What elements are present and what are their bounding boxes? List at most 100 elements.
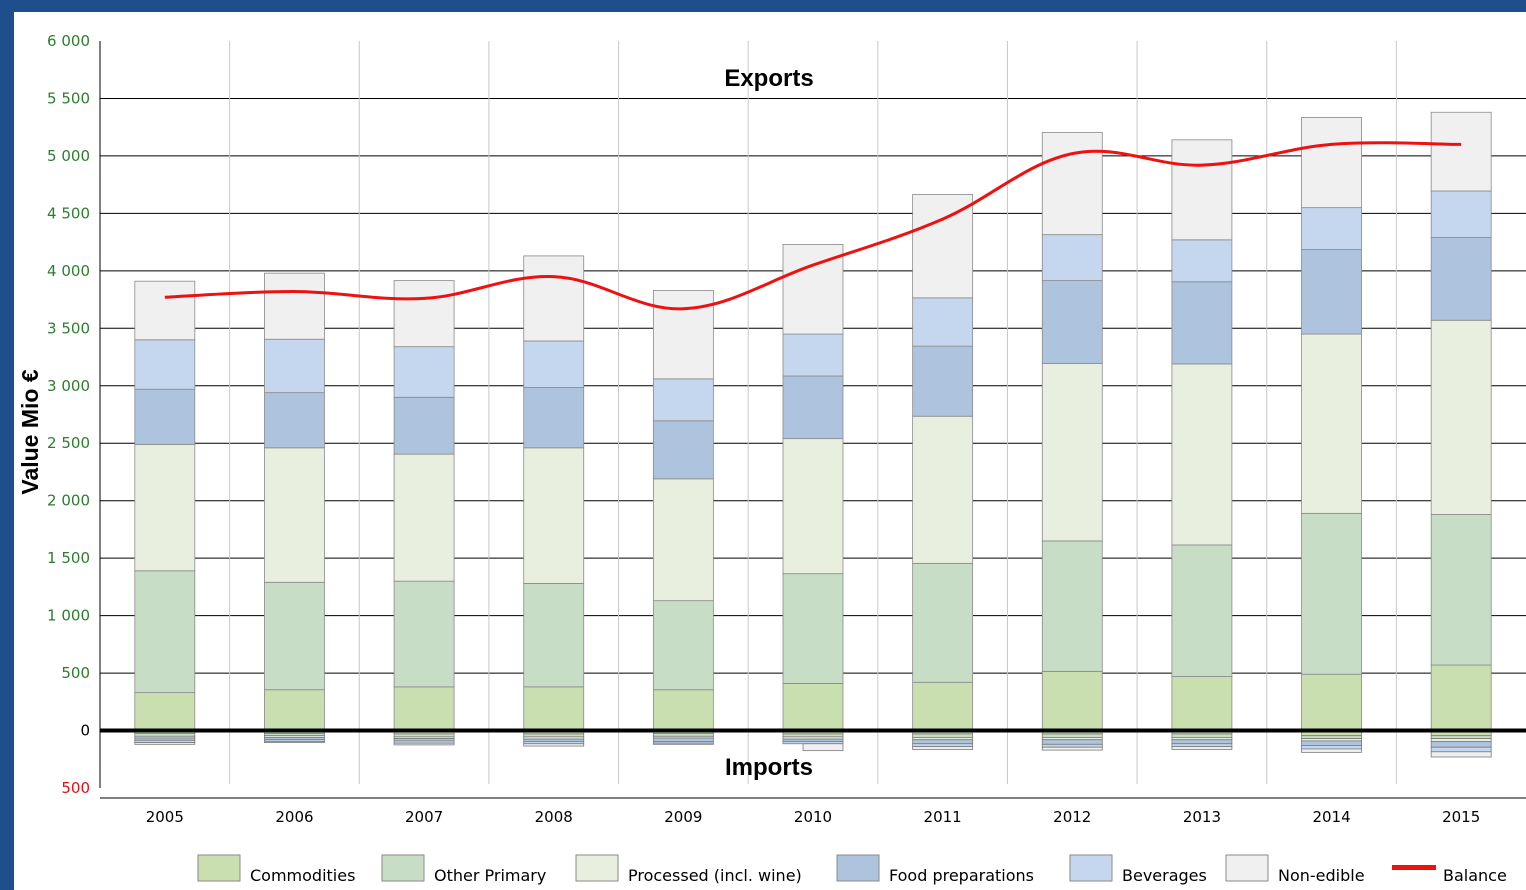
bar-segment-import xyxy=(1430,735,1492,739)
legend-swatch xyxy=(575,854,619,882)
y-tick-labels: 6 000 5 500 5 000 4 500 4 000 3 500 3 000 2 500… xyxy=(47,32,90,797)
bar-segment-import xyxy=(1301,735,1362,739)
bar-segment-import xyxy=(912,743,974,748)
bar-segment-export xyxy=(134,443,196,572)
bar-segment-export xyxy=(523,583,585,688)
bar-segment-export xyxy=(1301,207,1362,250)
bar-segment-export xyxy=(1041,234,1103,282)
bar-segment-export xyxy=(912,345,974,417)
bar-segment-export xyxy=(264,689,325,731)
bar-segment-export xyxy=(134,339,196,390)
legend: Commodities Other Primary Processed (incl.… xyxy=(197,854,1507,885)
x-tick-label: 2005 xyxy=(146,808,184,826)
y-tick-label: 1 000 xyxy=(47,607,90,625)
legend-swatch xyxy=(197,854,241,882)
bar-segment-import xyxy=(652,737,714,742)
bar-segment-export xyxy=(523,686,585,731)
bar-segment-export xyxy=(1041,362,1103,542)
y-tick-label: 5 000 xyxy=(47,147,90,165)
bar-segment-export xyxy=(1041,670,1103,731)
legend-label: Food preparations xyxy=(889,866,1034,885)
x-tick-label: 2009 xyxy=(664,808,702,826)
bar-segment-export xyxy=(523,387,585,449)
bar-segment-export xyxy=(782,683,844,731)
bar-segment-export xyxy=(782,573,844,684)
x-tick-label: 2014 xyxy=(1312,808,1350,826)
bar-segment-import xyxy=(1301,740,1362,746)
y-tick-label: 500 xyxy=(61,779,90,797)
bar-segment-export xyxy=(393,346,455,398)
bar-segment-export xyxy=(912,297,974,347)
bar-segment-import xyxy=(523,743,585,747)
bar-segment-import xyxy=(134,733,196,737)
legend-label: Processed (incl. wine) xyxy=(628,866,802,885)
exports-annotation: Exports xyxy=(724,65,813,92)
x-tick-label: 2015 xyxy=(1442,808,1480,826)
bar-segment-export xyxy=(1430,319,1492,515)
bar-segment-export xyxy=(1171,363,1233,546)
bar-segment-export xyxy=(1041,540,1103,672)
bar-segment-export xyxy=(782,438,844,575)
y-tick-label: 2 000 xyxy=(47,492,90,510)
bar-segment-export xyxy=(134,570,196,694)
bar-segment-export xyxy=(393,453,455,582)
bar-segment-export xyxy=(134,388,196,445)
balance-line xyxy=(164,141,1462,311)
bar-segment-export xyxy=(264,272,325,340)
bar-segment-export xyxy=(1430,664,1492,731)
bar-segment-export xyxy=(1171,544,1233,677)
bar-segment-export xyxy=(1041,131,1103,236)
bar-segment-import xyxy=(912,739,974,745)
bar-segment-export xyxy=(652,378,714,422)
x-tick-label: 2011 xyxy=(924,808,962,826)
bar-segment-export xyxy=(264,392,325,449)
x-tick-label: 2010 xyxy=(794,808,832,826)
bar-segment-import xyxy=(782,733,844,738)
bar-segment-export xyxy=(393,396,455,455)
bar-segment-export xyxy=(1430,237,1492,321)
bars xyxy=(134,111,1492,758)
bar-segment-export xyxy=(1301,117,1362,209)
bar-segment-export xyxy=(523,340,585,388)
legend-swatch xyxy=(836,854,880,882)
axes xyxy=(99,41,1526,799)
bar-segment-import xyxy=(1041,739,1103,745)
x-tick-labels: 2005 2006 2007 2008 2009 2010 2011 2012 2013 2014… xyxy=(146,808,1481,826)
bar-segment-import xyxy=(1171,733,1233,738)
bar-segment-import xyxy=(264,741,325,744)
x-tick-label: 2013 xyxy=(1183,808,1221,826)
bar-segment-import xyxy=(1301,748,1362,753)
bar-segment-export xyxy=(264,447,325,583)
bar-segment-import xyxy=(134,742,196,745)
bar-segment-export xyxy=(912,562,974,683)
legend-label: Balance xyxy=(1443,866,1507,885)
y-tick-label: 5 500 xyxy=(47,89,90,107)
bar-segment-import xyxy=(523,733,585,738)
bar-segment-import xyxy=(912,746,974,750)
bar-segment-export xyxy=(264,581,325,691)
bar-segment-import xyxy=(1171,746,1233,750)
bar-segment-import xyxy=(1430,746,1492,753)
bar-segment-export xyxy=(1430,514,1492,666)
legend-line-swatch xyxy=(1392,865,1436,870)
bar-segment-import xyxy=(1041,733,1103,738)
bar-segment-import xyxy=(912,733,974,738)
bar-segment-export xyxy=(393,686,455,731)
bar-segment-import xyxy=(1041,746,1103,751)
bar-segment-import xyxy=(1430,751,1492,758)
bar-segment-export xyxy=(264,338,325,394)
bar-segment-export xyxy=(134,692,196,731)
bar-segment-export xyxy=(782,375,844,440)
bar-segment-import xyxy=(393,742,455,746)
bar-segment-export xyxy=(134,280,196,341)
bar-segment-import xyxy=(1171,743,1233,748)
bar-segment-export xyxy=(652,600,714,691)
bar-segment-export xyxy=(393,280,455,348)
legend-label: Beverages xyxy=(1122,866,1207,885)
legend-label: Other Primary xyxy=(434,866,546,885)
bar-segment-export xyxy=(1171,281,1233,365)
bar-segment-import xyxy=(393,733,455,738)
bar-segment-export xyxy=(652,689,714,731)
bar-segment-export xyxy=(652,420,714,480)
imports-annotation: Imports xyxy=(725,754,813,781)
